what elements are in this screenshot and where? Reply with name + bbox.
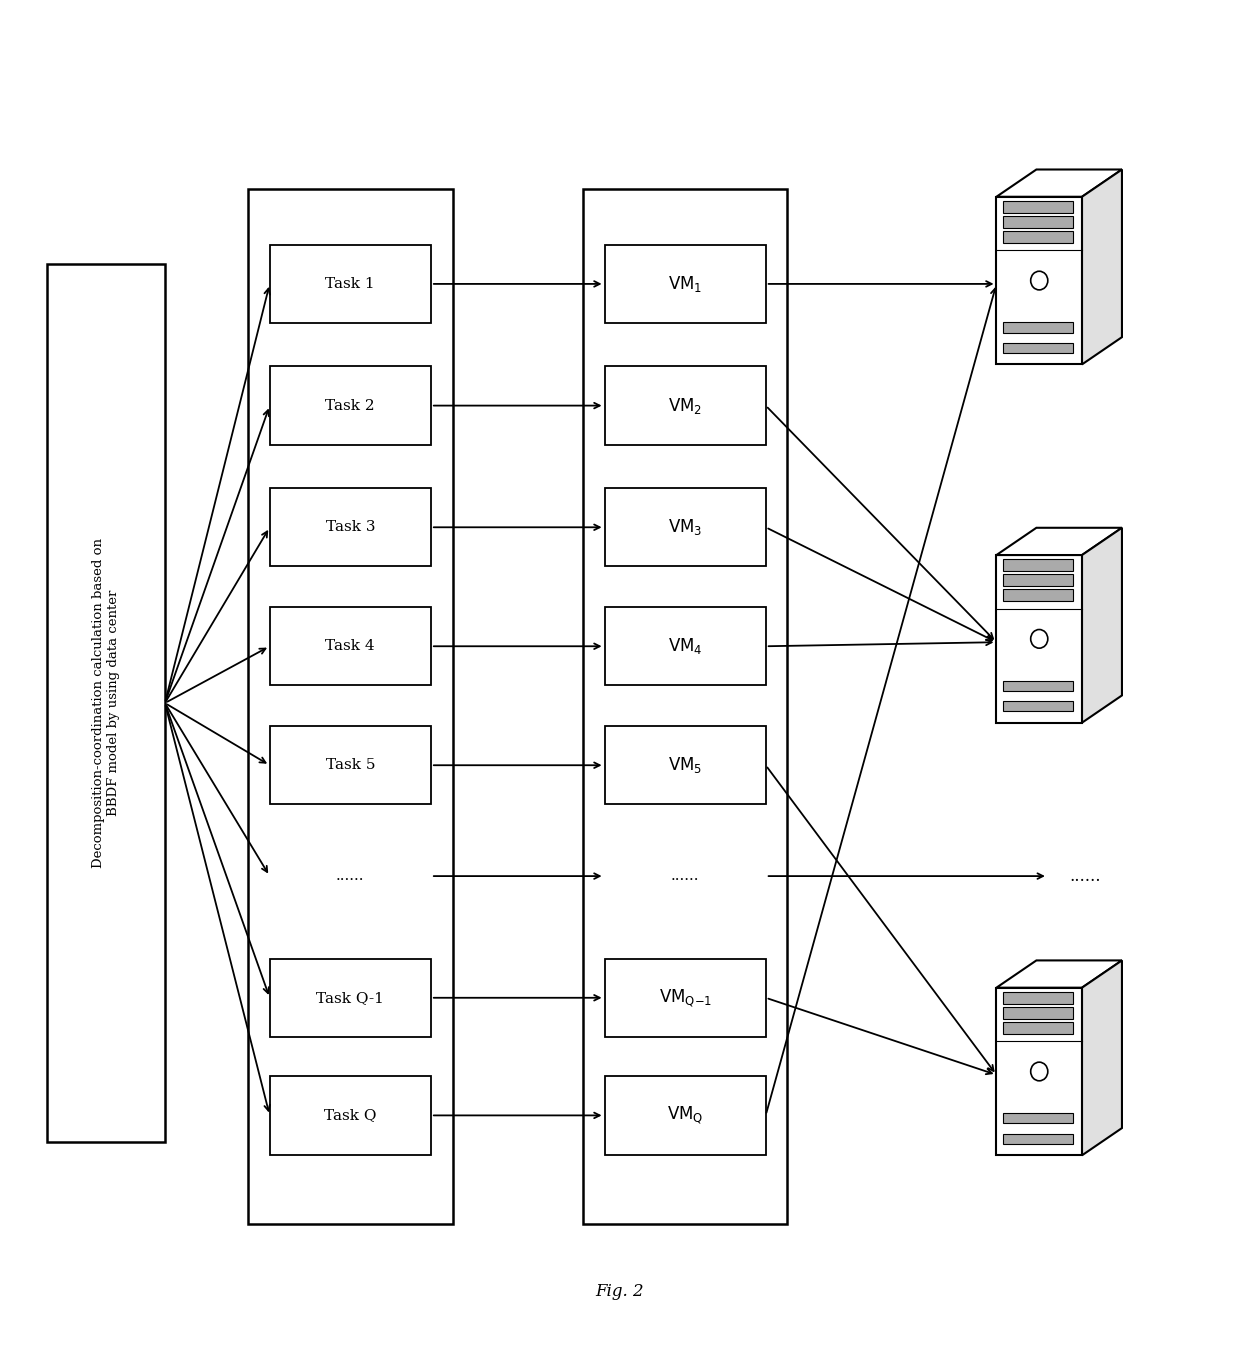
Text: Decomposition-coordination calculation based on
BBDF model by using data center: Decomposition-coordination calculation b… bbox=[92, 538, 120, 868]
Polygon shape bbox=[997, 169, 1122, 197]
Text: $\mathregular{VM_{Q\mathregular{-}1}}$: $\mathregular{VM_{Q\mathregular{-}1}}$ bbox=[658, 987, 712, 1009]
FancyBboxPatch shape bbox=[1003, 1007, 1074, 1019]
Text: $\mathregular{VM_5}$: $\mathregular{VM_5}$ bbox=[668, 756, 702, 775]
Text: $\mathregular{VM_2}$: $\mathregular{VM_2}$ bbox=[668, 396, 702, 415]
FancyBboxPatch shape bbox=[1003, 201, 1074, 212]
FancyBboxPatch shape bbox=[270, 1076, 432, 1155]
FancyBboxPatch shape bbox=[1003, 1133, 1074, 1144]
FancyBboxPatch shape bbox=[248, 189, 453, 1224]
Text: ......: ...... bbox=[336, 869, 365, 883]
Text: ......: ...... bbox=[1069, 868, 1101, 884]
FancyBboxPatch shape bbox=[1003, 231, 1074, 243]
FancyBboxPatch shape bbox=[605, 1076, 765, 1155]
FancyBboxPatch shape bbox=[605, 245, 765, 323]
Polygon shape bbox=[1083, 527, 1122, 723]
Text: Task 5: Task 5 bbox=[326, 758, 374, 772]
Polygon shape bbox=[1083, 169, 1122, 365]
Text: Task 4: Task 4 bbox=[325, 639, 376, 653]
FancyBboxPatch shape bbox=[1003, 681, 1074, 691]
Polygon shape bbox=[997, 960, 1122, 988]
Text: $\mathregular{VM_1}$: $\mathregular{VM_1}$ bbox=[668, 274, 702, 293]
FancyBboxPatch shape bbox=[1003, 589, 1074, 602]
FancyBboxPatch shape bbox=[583, 189, 787, 1224]
FancyBboxPatch shape bbox=[605, 726, 765, 804]
FancyBboxPatch shape bbox=[1003, 992, 1074, 1003]
FancyBboxPatch shape bbox=[1003, 1022, 1074, 1034]
FancyBboxPatch shape bbox=[605, 607, 765, 685]
FancyBboxPatch shape bbox=[1003, 700, 1074, 711]
FancyBboxPatch shape bbox=[605, 959, 765, 1037]
Text: Fig. 2: Fig. 2 bbox=[595, 1283, 645, 1299]
Polygon shape bbox=[1083, 960, 1122, 1156]
FancyBboxPatch shape bbox=[47, 264, 165, 1142]
Polygon shape bbox=[997, 197, 1083, 365]
FancyBboxPatch shape bbox=[605, 488, 765, 566]
Text: $\mathregular{VM_3}$: $\mathregular{VM_3}$ bbox=[668, 518, 702, 537]
Text: Task 3: Task 3 bbox=[326, 521, 374, 534]
Text: Task 1: Task 1 bbox=[325, 277, 376, 291]
Text: $\mathregular{VM_Q}$: $\mathregular{VM_Q}$ bbox=[667, 1105, 703, 1126]
FancyBboxPatch shape bbox=[270, 488, 432, 566]
Text: Task Q-1: Task Q-1 bbox=[316, 991, 384, 1005]
FancyBboxPatch shape bbox=[1003, 323, 1074, 333]
Text: ......: ...... bbox=[671, 869, 699, 883]
FancyBboxPatch shape bbox=[1003, 342, 1074, 353]
FancyBboxPatch shape bbox=[1003, 216, 1074, 228]
Text: Task 2: Task 2 bbox=[325, 399, 376, 412]
FancyBboxPatch shape bbox=[1003, 1114, 1074, 1124]
FancyBboxPatch shape bbox=[270, 366, 432, 445]
FancyBboxPatch shape bbox=[270, 245, 432, 323]
Text: Task Q: Task Q bbox=[324, 1109, 377, 1122]
Polygon shape bbox=[997, 988, 1083, 1156]
FancyBboxPatch shape bbox=[605, 366, 765, 445]
Polygon shape bbox=[997, 556, 1083, 723]
FancyBboxPatch shape bbox=[270, 959, 432, 1037]
FancyBboxPatch shape bbox=[1003, 560, 1074, 571]
Text: $\mathregular{VM_4}$: $\mathregular{VM_4}$ bbox=[668, 637, 702, 656]
FancyBboxPatch shape bbox=[270, 607, 432, 685]
FancyBboxPatch shape bbox=[270, 726, 432, 804]
Polygon shape bbox=[997, 527, 1122, 556]
FancyBboxPatch shape bbox=[1003, 575, 1074, 587]
